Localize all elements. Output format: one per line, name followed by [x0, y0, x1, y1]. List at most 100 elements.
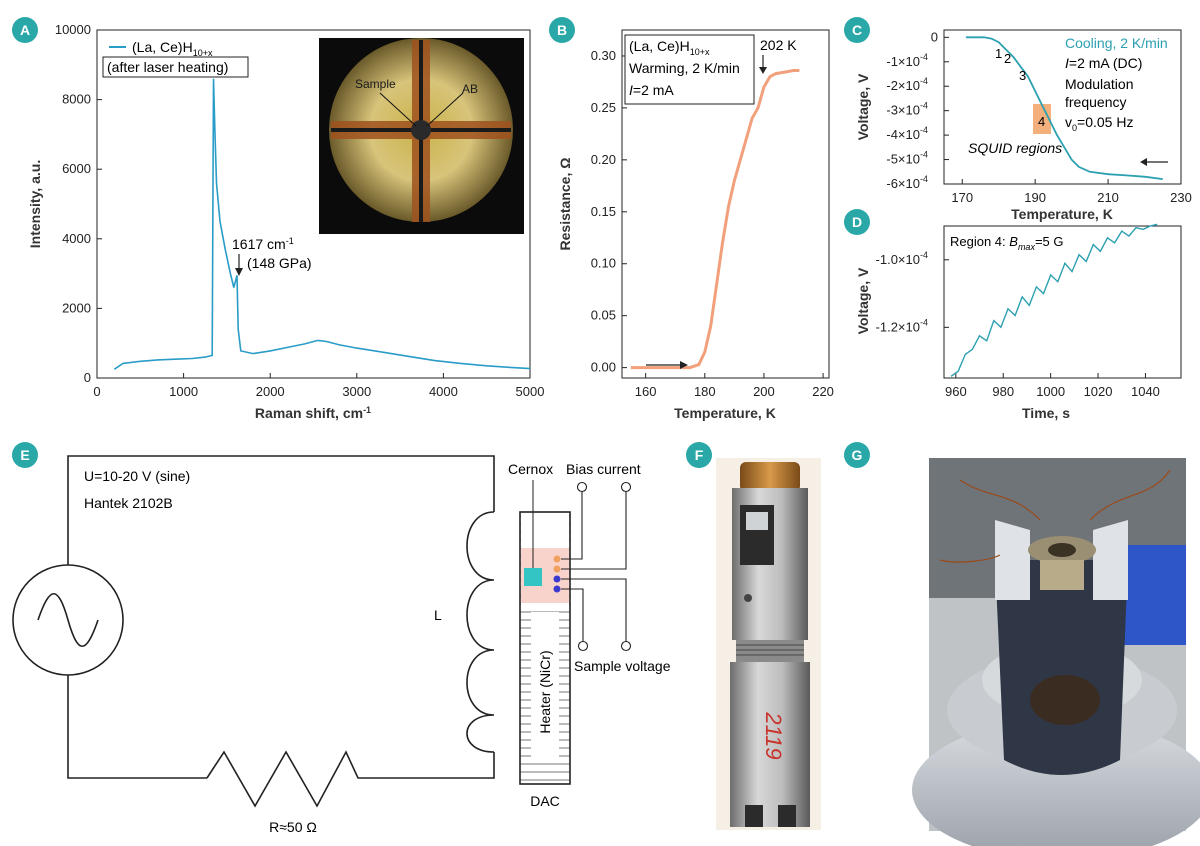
panel-badge-g	[844, 442, 870, 468]
dac-label: DAC	[530, 793, 560, 809]
y-tick-label: 10000	[55, 22, 91, 37]
panel-c: 170 190 210 230 0-1×10-4 -2×10-4 -3×10-4 -4×10-…	[855, 29, 1192, 222]
y-tick-label: -5×10-4	[886, 150, 928, 167]
bias-current-label: Bias current	[566, 461, 641, 477]
y-tick-label: 0.30	[591, 48, 616, 63]
panel-d: 960 980 1000 1020 1040 -1.0×10-4 -1.2×10-4 Reg…	[855, 223, 1182, 421]
panel-a: 0 1000 2000 3000 4000 5000 0 2000 4000 6000 8000 10…	[27, 22, 544, 421]
y-tick-label: 0.25	[591, 100, 616, 115]
panel-b-series-line	[630, 69, 800, 370]
source-label-line2: Hantek 2102B	[84, 495, 173, 511]
panel-b-xlabel: Temperature, K	[674, 405, 776, 421]
panel-d-text: Region 4: Bmax=5 G	[950, 234, 1064, 252]
x-tick-label: 180	[694, 384, 716, 399]
panel-b-annotation-arrowhead	[759, 67, 767, 74]
panel-badge-label-d: D	[852, 214, 862, 230]
heater-label: Heater (NiCr)	[537, 650, 553, 733]
y-tick-label: -1×10-4	[886, 52, 928, 69]
panel-b-legend-line1: (La, Ce)H10+x	[629, 38, 710, 57]
panel-d-xlabel: Time, s	[1022, 405, 1070, 421]
panel-c-frame	[943, 29, 1182, 185]
panel-badge-label-b: B	[557, 22, 567, 38]
panel-a-series-line	[113, 78, 531, 370]
dac-wiring	[561, 481, 632, 652]
panel-b-ylabel: Resistance, Ω	[557, 158, 573, 251]
panel-a-annotation-line2: (148 GPa)	[247, 255, 312, 271]
inductor-label: L	[434, 607, 442, 623]
panel-a-legend-line2: (after laser heating)	[107, 59, 228, 75]
panel-a-annotation-arrowhead	[235, 268, 243, 276]
x-tick-label: 160	[635, 384, 657, 399]
panel-b: 160 180 200 220 0.00 0.05 0.10 0.15 0.20 0.25 0.30…	[557, 29, 834, 421]
cernox-label: Cernox	[508, 461, 553, 477]
panel-f-photo: 2119	[716, 458, 821, 830]
y-tick-label: -4×10-4	[886, 125, 928, 142]
panel-badge-label-c: C	[852, 22, 862, 38]
panel-b-direction-arrowhead	[680, 361, 688, 369]
x-tick-label: 5000	[516, 384, 545, 399]
panel-a-legend-box	[102, 56, 249, 78]
panel-d-frame	[943, 225, 1182, 379]
y-tick-label: 0.05	[591, 308, 616, 323]
resistor-label: R≈50 Ω	[269, 819, 317, 835]
x-tick-label: 960	[945, 384, 967, 399]
panel-c-text-line4: frequency	[1065, 94, 1126, 110]
y-tick-label: 0	[84, 370, 91, 385]
panel-c-xlabel: Temperature, K	[1011, 206, 1113, 222]
panel-b-legend-line2: Warming, 2 K/min	[629, 60, 740, 76]
y-tick-label: 6000	[62, 161, 91, 176]
panel-c-region-4-box	[1033, 104, 1051, 134]
panel-a-inset-label-ab: AB	[462, 82, 478, 96]
x-tick-label: 200	[753, 384, 775, 399]
ac-source	[12, 564, 124, 676]
x-tick-label: 2000	[256, 384, 285, 399]
y-tick-label: 0.20	[591, 152, 616, 167]
x-tick-label: 190	[1024, 190, 1046, 205]
panel-g-photo	[912, 458, 1200, 846]
panel-a-legend-line1: (La, Ce)H10+x	[132, 39, 213, 58]
x-tick-label: 1040	[1131, 384, 1160, 399]
panel-b-legend-line3: I=2 mA	[629, 82, 674, 98]
x-tick-label: 4000	[429, 384, 458, 399]
panel-badge-f	[686, 442, 712, 468]
panel-a-inset-label-sample: Sample	[355, 77, 396, 91]
y-tick-label: 2000	[62, 300, 91, 315]
panel-a-frame	[96, 29, 531, 379]
sample-voltage-label: Sample voltage	[574, 658, 671, 674]
x-tick-label: 230	[1170, 190, 1192, 205]
x-tick-label: 1000	[169, 384, 198, 399]
panel-c-text-line2: I=2 mA (DC)	[1065, 55, 1142, 71]
panel-a-xlabel: Raman shift, cm-1	[255, 405, 371, 421]
panel-badge-a	[12, 17, 38, 43]
panel-a-annotation-line1: 1617 cm-1	[232, 236, 294, 252]
x-tick-label: 1000	[1036, 384, 1065, 399]
panel-e-labels: U=10-20 V (sine) Hantek 2102B L R≈50 Ω C…	[84, 461, 671, 835]
panel-b-annotation: 202 K	[760, 37, 797, 53]
x-tick-label: 0	[93, 384, 100, 399]
panel-c-text-line1: Cooling, 2 K/min	[1065, 35, 1168, 51]
panel-badge-label-a: A	[20, 22, 30, 38]
x-tick-label: 1020	[1084, 384, 1113, 399]
panel-c-region-1: 1	[995, 46, 1002, 61]
panel-badge-b	[549, 17, 575, 43]
panel-c-text-line5: v0=0.05 Hz	[1065, 114, 1133, 133]
panel-a-inset-photo: Sample AB	[319, 38, 524, 234]
panel-badge-label-g: G	[852, 447, 863, 463]
cernox-sensor	[524, 568, 542, 586]
x-tick-label: 220	[812, 384, 834, 399]
panel-c-regions-label: SQUID regions	[968, 140, 1062, 156]
panel-f-marking: 2119	[761, 711, 786, 759]
y-tick-label: 0	[931, 29, 938, 44]
y-tick-label: -3×10-4	[886, 101, 928, 118]
x-tick-label: 3000	[342, 384, 371, 399]
y-tick-label: -6×10-4	[886, 174, 928, 191]
panel-b-frame	[621, 29, 830, 379]
circuit-left-bottom-wire	[67, 675, 207, 779]
panel-badge-e	[12, 442, 38, 468]
panel-c-ylabel: Voltage, V	[855, 73, 871, 140]
x-tick-label: 210	[1097, 190, 1119, 205]
panel-badge-label-f: F	[695, 447, 704, 463]
x-tick-label: 170	[951, 190, 973, 205]
panel-d-ylabel: Voltage, V	[855, 267, 871, 334]
x-tick-label: 980	[992, 384, 1014, 399]
